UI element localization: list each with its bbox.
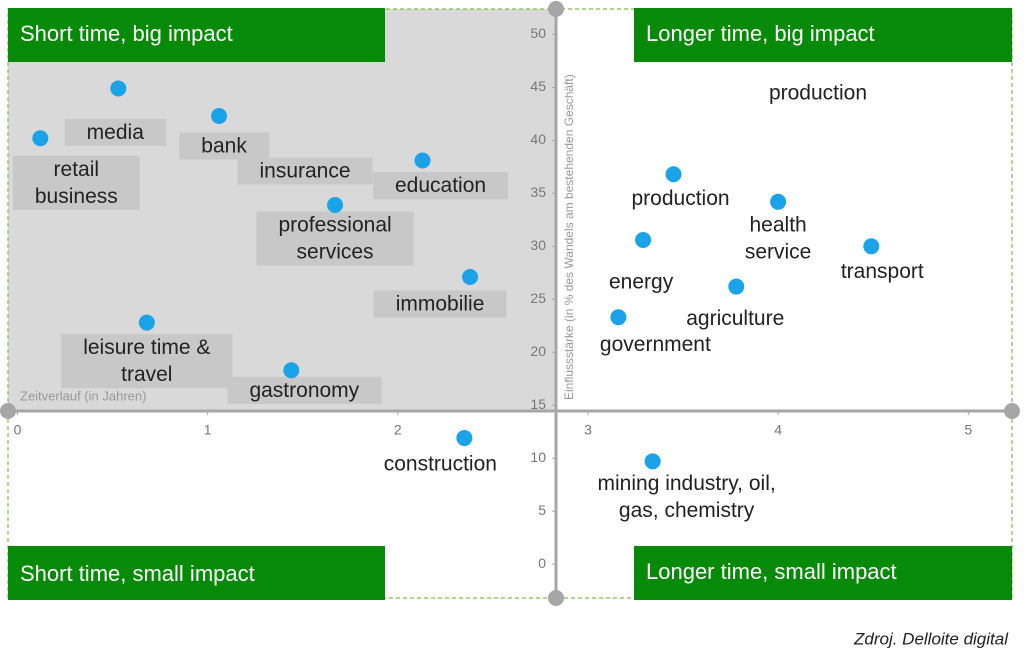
point-label: construction: [384, 453, 497, 476]
y-tick-label: 10: [530, 449, 546, 465]
label-box: [227, 376, 382, 404]
point-label: gas, chemistry: [619, 499, 755, 522]
point: [327, 196, 344, 213]
point-label: leisure time &: [83, 336, 210, 359]
x-tick-label: 1: [204, 422, 212, 438]
y-tick-label: 5: [538, 502, 546, 518]
point-label: professional: [278, 214, 391, 237]
point: [863, 238, 880, 255]
quadrant-title: Short time, big impact: [20, 21, 233, 46]
point: [728, 278, 745, 295]
point: [283, 362, 300, 379]
x-tick-label: 0: [14, 422, 22, 438]
source: Zdroj. Delloite digital: [853, 629, 1009, 648]
y-tick-label: 30: [530, 237, 546, 253]
point: [138, 314, 155, 331]
label-box: [12, 155, 140, 210]
axis-end: [1004, 403, 1020, 419]
point-label: services: [297, 241, 374, 264]
point-label: mining industry, oil,: [598, 472, 776, 495]
point: [610, 309, 627, 326]
quadrant-box: [634, 546, 1012, 600]
y-axis-label: Einflussstärke (in % des Wandels am best…: [562, 74, 576, 400]
point-label: business: [35, 185, 118, 208]
plot: 0 1 2 3 4 505101520253035404550retailbusiness…: [14, 25, 973, 571]
label-box: [61, 334, 233, 389]
x-tick-label: 5: [964, 422, 972, 438]
point-label: health: [750, 213, 807, 236]
point-label: energy: [609, 270, 674, 293]
label-box: [179, 132, 270, 160]
quadrant-box: [634, 8, 1012, 62]
quadrant-box: [8, 8, 385, 62]
quadrant-box: [8, 546, 385, 600]
point: [456, 430, 473, 447]
y-tick-label: 40: [530, 131, 546, 147]
point: [110, 80, 127, 97]
point-label: government: [600, 333, 711, 356]
point: [414, 152, 431, 169]
point: [770, 193, 787, 210]
point: [635, 231, 652, 248]
point-label: education: [395, 174, 486, 197]
point-label: immobilie: [396, 293, 485, 316]
point-label: gastronomy: [249, 379, 359, 402]
point-label: service: [745, 240, 812, 263]
y-tick-label: 0: [538, 555, 546, 571]
point-label: bank: [201, 135, 247, 158]
frame: [7, 8, 1013, 599]
point: [32, 130, 49, 147]
y-tick-label: 20: [530, 343, 546, 359]
axis-end: [548, 1, 564, 17]
axis-end: [548, 590, 564, 606]
point-label: agriculture: [686, 307, 784, 330]
x-tick-label: 2: [394, 422, 402, 438]
x-tick-label: 4: [774, 422, 782, 438]
label-box: [237, 157, 373, 185]
point: [665, 166, 682, 183]
quadrant-title: Short time, small impact: [20, 561, 255, 586]
point-label: transport: [841, 260, 924, 283]
point: [211, 107, 228, 124]
label-box: [372, 172, 509, 200]
y-tick-label: 50: [530, 25, 546, 41]
y-tick-label: 25: [530, 290, 546, 306]
annotation: production: [769, 82, 867, 105]
quadrant-title: Longer time, big impact: [646, 21, 875, 46]
label-boxes: [12, 118, 509, 404]
label-box: [64, 118, 167, 146]
y-tick-label: 45: [530, 78, 546, 94]
axis-end: [0, 403, 16, 419]
annotation: insurance: [259, 160, 350, 183]
label-box: [373, 290, 507, 318]
x-tick-label: 3: [584, 422, 592, 438]
x-axis-label: Zeitverlauf (in Jahren): [20, 388, 146, 403]
point-label: travel: [121, 363, 172, 386]
quadrant-title: Longer time, small impact: [646, 559, 897, 584]
point: [644, 453, 661, 470]
y-tick-label: 15: [530, 396, 546, 412]
point-label: media: [87, 121, 145, 144]
point: [462, 269, 479, 286]
y-tick-label: 35: [530, 184, 546, 200]
point-label: production: [631, 187, 729, 210]
label-box: [256, 211, 414, 266]
point-label: retail: [54, 158, 100, 181]
